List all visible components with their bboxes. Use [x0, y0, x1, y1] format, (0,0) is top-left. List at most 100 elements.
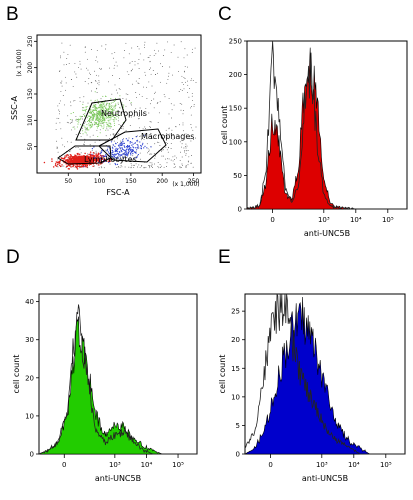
event-dot-macrophage [135, 152, 137, 154]
event-dot-lymphocyte [77, 157, 79, 159]
event-dot-other [61, 42, 63, 44]
event-dot-other [59, 100, 61, 102]
event-dot-lymphocyte [75, 156, 77, 158]
event-dot-other [169, 133, 171, 135]
event-dot-other [125, 105, 127, 107]
event-dot-neutrophil [97, 114, 99, 116]
event-dot-other [139, 158, 141, 160]
event-dot-other [173, 159, 175, 161]
event-dot-other [61, 85, 63, 87]
event-dot-neutrophil [86, 129, 89, 131]
event-dot-macrophage [121, 154, 123, 156]
event-dot-other [185, 167, 187, 169]
histogram-stained-fill [244, 296, 405, 455]
event-dot-macrophage [108, 161, 110, 164]
event-dot-neutrophil [115, 97, 117, 99]
event-dot-other [150, 67, 152, 69]
event-dot-other [154, 136, 156, 138]
event-dot-other [151, 162, 153, 164]
event-dot-lymphocyte [86, 166, 88, 168]
histogram-e: 0 5 10 15 20 25 0 10³ 10⁴ 10⁵ anti-UNC5B cell count [218, 293, 406, 483]
event-dot-other [140, 135, 142, 137]
event-dot-other [174, 155, 176, 157]
event-dot-neutrophil [99, 104, 102, 106]
event-dot-neutrophil [110, 126, 112, 128]
event-dot-other [98, 84, 100, 86]
event-dot-lymphocyte [95, 153, 97, 155]
event-dot-neutrophil [98, 106, 101, 108]
event-dot-other [84, 121, 86, 123]
event-dot-other [112, 157, 114, 159]
event-dot-other [160, 165, 162, 167]
event-dot-other [135, 108, 137, 110]
event-dot-neutrophil [110, 109, 112, 111]
event-dot-other [150, 73, 152, 75]
event-dot-neutrophil [91, 111, 93, 113]
event-dot-other [57, 151, 59, 153]
event-dot-other [117, 103, 119, 105]
event-dot-other [182, 122, 184, 124]
event-dot-other [189, 138, 191, 140]
event-dot-other [138, 164, 140, 166]
event-dot-other [167, 158, 169, 160]
event-dot-macrophage [122, 148, 124, 150]
event-dot-macrophage [121, 143, 124, 145]
event-dot-other [70, 105, 72, 107]
event-dot-neutrophil [69, 118, 71, 121]
event-dot-neutrophil [105, 95, 107, 98]
x-tick-label: 10⁴ [141, 461, 153, 469]
event-dot-neutrophil [113, 116, 115, 119]
event-dot-other [118, 88, 120, 90]
event-dot-other [119, 88, 121, 90]
event-dot-neutrophil [96, 112, 98, 114]
event-dot-macrophage [133, 151, 136, 153]
event-dot-other [167, 75, 169, 77]
event-dot-other [178, 70, 179, 72]
event-dot-other [112, 57, 114, 59]
event-dot-lymphocyte [95, 157, 97, 159]
event-dot-other [156, 42, 158, 44]
event-dot-other [182, 164, 183, 166]
event-dot-other [84, 113, 86, 115]
event-dot-neutrophil [88, 129, 90, 131]
event-dot-lymphocyte [78, 153, 81, 155]
event-dot-other [141, 139, 142, 141]
event-dot-other [62, 144, 64, 146]
event-dot-other [128, 74, 130, 76]
event-dot-other [60, 128, 62, 130]
event-dot-neutrophil [83, 109, 85, 112]
event-dot-other [153, 49, 155, 51]
event-dot-macrophage [111, 153, 113, 156]
event-dot-other [184, 65, 186, 67]
event-dot-other [146, 143, 148, 145]
event-dot-other [156, 72, 158, 74]
event-dot-other [94, 141, 96, 143]
event-dot-neutrophil [109, 104, 111, 106]
event-dot-other [171, 109, 173, 111]
event-dot-other [122, 128, 124, 130]
event-dot-macrophage [107, 146, 109, 148]
event-dot-other [143, 86, 144, 88]
event-dot-macrophage [83, 166, 85, 168]
event-dot-lymphocyte [76, 166, 78, 169]
event-dot-neutrophil [114, 118, 116, 120]
event-dot-neutrophil [82, 130, 84, 132]
event-dot-neutrophil [110, 118, 112, 120]
event-dot-neutrophil [70, 113, 72, 115]
event-dot-other [155, 74, 156, 76]
event-dot-other [138, 68, 140, 69]
event-dot-lymphocyte [56, 163, 59, 166]
event-dot-macrophage [114, 150, 116, 153]
event-dot-macrophage [139, 141, 141, 143]
event-dot-lymphocyte [76, 168, 79, 170]
event-dot-other [141, 165, 142, 167]
event-dot-other [93, 124, 95, 126]
event-dot-neutrophil [105, 105, 107, 107]
event-dot-neutrophil [123, 104, 125, 106]
event-dot-macrophage [114, 149, 116, 151]
event-dot-other [129, 125, 131, 126]
event-dot-macrophage [119, 151, 121, 153]
event-dot-lymphocyte [74, 165, 77, 168]
event-dot-macrophage [93, 156, 95, 159]
event-dot-neutrophil [105, 112, 107, 114]
